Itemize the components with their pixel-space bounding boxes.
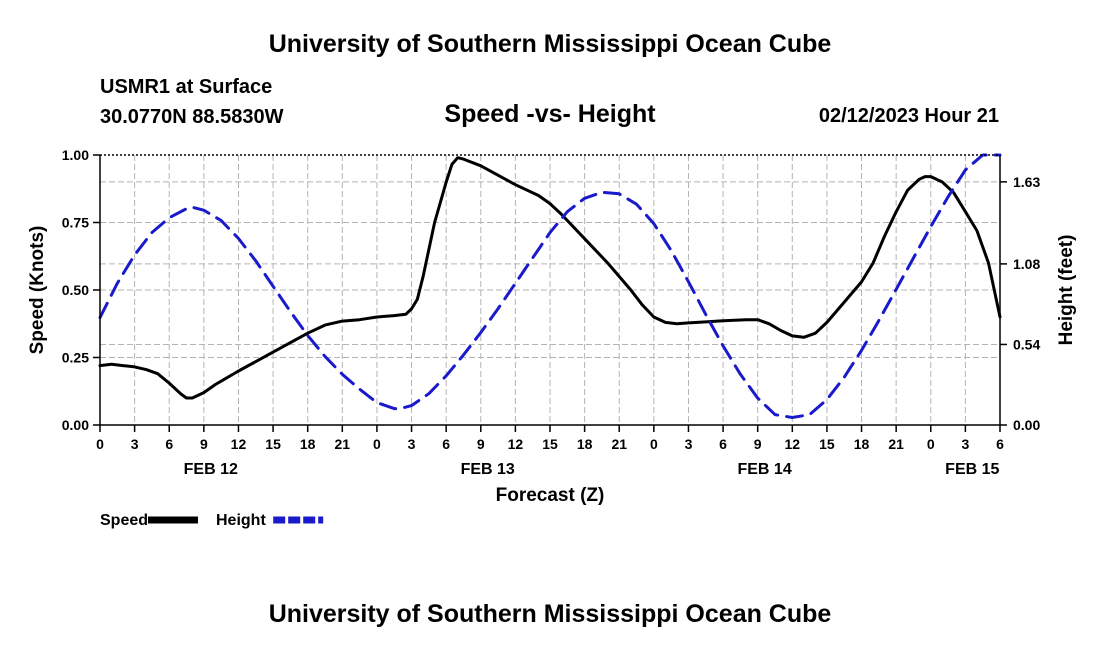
y-tick-label-left: 1.00 <box>62 147 89 163</box>
x-tick-label: 6 <box>996 436 1004 452</box>
x-tick-label: 12 <box>508 436 524 452</box>
x-tick-label: 9 <box>477 436 485 452</box>
x-tick-label: 18 <box>300 436 316 452</box>
y-tick-label-left: 0.00 <box>62 417 89 433</box>
y-tick-label-right: 1.08 <box>1013 256 1040 272</box>
x-axis-title: Forecast (Z) <box>496 485 605 506</box>
date-label: FEB 15 <box>945 461 999 478</box>
x-tick-label: 3 <box>408 436 416 452</box>
date-label: FEB 12 <box>184 461 238 478</box>
x-tick-label: 18 <box>854 436 870 452</box>
grid-lines <box>100 155 1000 426</box>
x-tick-label: 6 <box>719 436 727 452</box>
x-tick-label: 21 <box>335 436 351 452</box>
series-line-speed <box>98 156 1002 400</box>
x-tick-label: 9 <box>754 436 762 452</box>
x-tick-label: 12 <box>231 436 247 452</box>
y-tick-label-left: 0.25 <box>62 350 89 366</box>
series-lines <box>98 153 1002 419</box>
y-axis-title-right: Height (feet) <box>1056 235 1077 346</box>
x-tick-label: 15 <box>265 436 281 452</box>
y-tick-label-left: 0.50 <box>62 282 89 298</box>
x-tick-label: 15 <box>542 436 558 452</box>
coordinates-label: 30.0770N 88.5830W <box>100 106 284 128</box>
x-tick-label: 0 <box>927 436 935 452</box>
y-tick-label-right: 0.54 <box>1013 336 1040 352</box>
x-tick-label: 3 <box>961 436 969 452</box>
series-line-height <box>98 153 1002 419</box>
main-title: University of Southern Mississippi Ocean… <box>268 30 832 58</box>
legend-label: Speed <box>100 512 148 529</box>
y-axis-title-left: Speed (Knots) <box>27 226 48 355</box>
x-tick-label: 0 <box>373 436 381 452</box>
chart-title: Speed -vs- Height <box>444 100 656 128</box>
y-tick-label-right: 1.63 <box>1013 174 1040 190</box>
x-tick-label: 6 <box>442 436 450 452</box>
y-tick-label-left: 0.75 <box>62 215 89 231</box>
date-label: FEB 13 <box>461 461 515 478</box>
legend-label: Height <box>216 512 266 529</box>
x-tick-label: 3 <box>685 436 693 452</box>
x-tick-label: 12 <box>785 436 801 452</box>
date-label: FEB 14 <box>737 461 791 478</box>
x-tick-label: 15 <box>819 436 835 452</box>
x-tick-label: 0 <box>650 436 658 452</box>
axis-labels: 0.00 0.25 0.50 0.75 1.00 0.00 0.54 1.08 1.63 0 3 6 9… <box>27 147 1077 506</box>
x-tick-label: 9 <box>200 436 208 452</box>
axes <box>93 154 1007 432</box>
x-tick-label: 0 <box>96 436 104 452</box>
footer-title: University of Southern Mississippi Ocean… <box>268 600 832 628</box>
x-tick-label: 21 <box>611 436 627 452</box>
x-tick-label: 3 <box>131 436 139 452</box>
x-tick-label: 6 <box>165 436 173 452</box>
y-tick-label-right: 0.00 <box>1013 417 1040 433</box>
station-label: USMR1 at Surface <box>100 76 273 98</box>
legend: Speed Height <box>100 512 324 529</box>
forecast-datetime: 02/12/2023 Hour 21 <box>818 105 999 127</box>
x-tick-label: 18 <box>577 436 593 452</box>
x-tick-label: 21 <box>888 436 904 452</box>
